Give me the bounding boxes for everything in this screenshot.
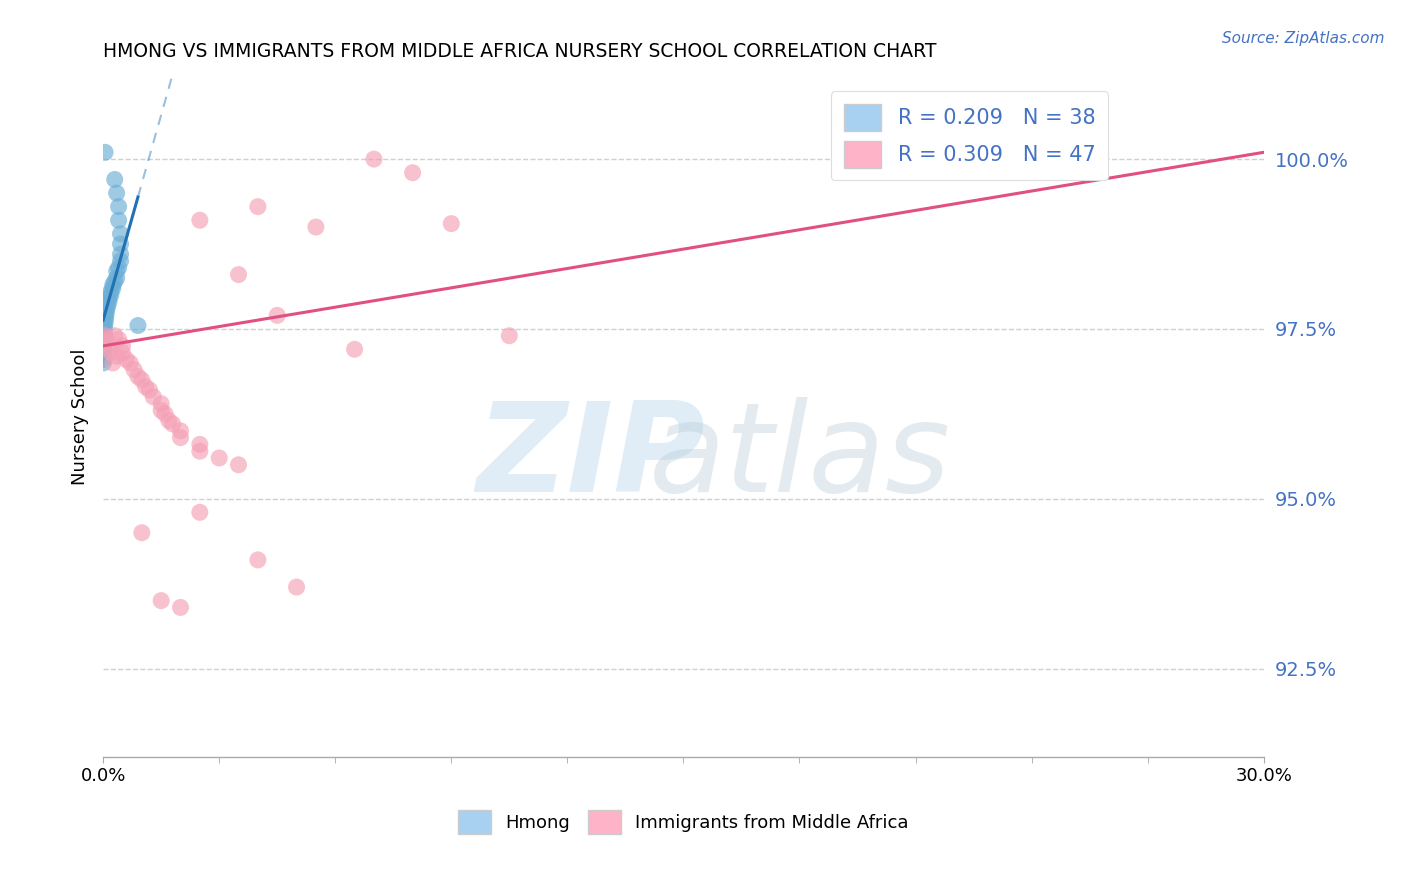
Point	[127, 318, 149, 333]
Point	[107, 200, 129, 214]
Point	[105, 264, 128, 278]
Point	[100, 285, 122, 299]
Text: ZIP: ZIP	[477, 398, 704, 518]
Point	[97, 298, 120, 312]
Point	[150, 403, 173, 417]
Point	[131, 373, 153, 387]
Point	[97, 343, 120, 357]
Point	[104, 328, 127, 343]
Point	[131, 525, 153, 540]
Point	[105, 186, 128, 200]
Point	[93, 335, 115, 350]
Point	[188, 444, 211, 458]
Point	[94, 311, 117, 326]
Point	[110, 254, 132, 268]
Point	[246, 200, 269, 214]
Point	[93, 345, 115, 359]
Point	[169, 424, 191, 438]
Point	[110, 227, 132, 241]
Point	[94, 145, 117, 160]
Point	[135, 379, 157, 393]
Point	[107, 213, 129, 227]
Point	[305, 220, 328, 235]
Point	[93, 343, 115, 357]
Point	[122, 362, 145, 376]
Point	[343, 343, 366, 357]
Point	[115, 352, 138, 367]
Point	[150, 593, 173, 607]
Point	[93, 349, 115, 363]
Point	[93, 332, 115, 346]
Point	[97, 291, 120, 305]
Point	[96, 335, 118, 350]
Point	[105, 271, 128, 285]
Legend: Hmong, Immigrants from Middle Africa: Hmong, Immigrants from Middle Africa	[451, 804, 915, 841]
Point	[101, 356, 124, 370]
Point	[97, 294, 120, 309]
Point	[157, 414, 180, 428]
Point	[153, 407, 176, 421]
Point	[440, 217, 463, 231]
Point	[498, 328, 520, 343]
Point	[93, 356, 115, 370]
Point	[401, 166, 423, 180]
Point	[100, 288, 122, 302]
Point	[110, 237, 132, 252]
Point	[104, 172, 127, 186]
Point	[104, 274, 127, 288]
Point	[363, 152, 385, 166]
Point	[110, 247, 132, 261]
Point	[246, 553, 269, 567]
Point	[111, 339, 134, 353]
Point	[93, 352, 115, 367]
Point	[101, 281, 124, 295]
Point	[96, 305, 118, 319]
Point	[93, 322, 115, 336]
Text: Source: ZipAtlas.com: Source: ZipAtlas.com	[1222, 31, 1385, 46]
Point	[127, 369, 149, 384]
Point	[96, 332, 118, 346]
Point	[94, 309, 117, 323]
Y-axis label: Nursery School: Nursery School	[72, 349, 89, 485]
Point	[120, 356, 142, 370]
Text: atlas: atlas	[648, 398, 950, 518]
Point	[228, 458, 250, 472]
Point	[138, 383, 160, 397]
Point	[169, 431, 191, 445]
Point	[111, 345, 134, 359]
Point	[285, 580, 308, 594]
Point	[188, 213, 211, 227]
Point	[101, 277, 124, 292]
Point	[93, 318, 115, 333]
Point	[228, 268, 250, 282]
Point	[188, 505, 211, 519]
Point	[266, 309, 288, 323]
Point	[93, 328, 115, 343]
Point	[100, 345, 122, 359]
Point	[208, 450, 231, 465]
Point	[93, 339, 115, 353]
Point	[107, 332, 129, 346]
Point	[150, 397, 173, 411]
Point	[162, 417, 184, 431]
Text: HMONG VS IMMIGRANTS FROM MIDDLE AFRICA NURSERY SCHOOL CORRELATION CHART: HMONG VS IMMIGRANTS FROM MIDDLE AFRICA N…	[103, 42, 936, 61]
Point	[107, 260, 129, 275]
Point	[188, 437, 211, 451]
Point	[94, 315, 117, 329]
Point	[94, 328, 117, 343]
Point	[96, 301, 118, 316]
Point	[142, 390, 165, 404]
Point	[105, 349, 128, 363]
Point	[93, 326, 115, 340]
Point	[169, 600, 191, 615]
